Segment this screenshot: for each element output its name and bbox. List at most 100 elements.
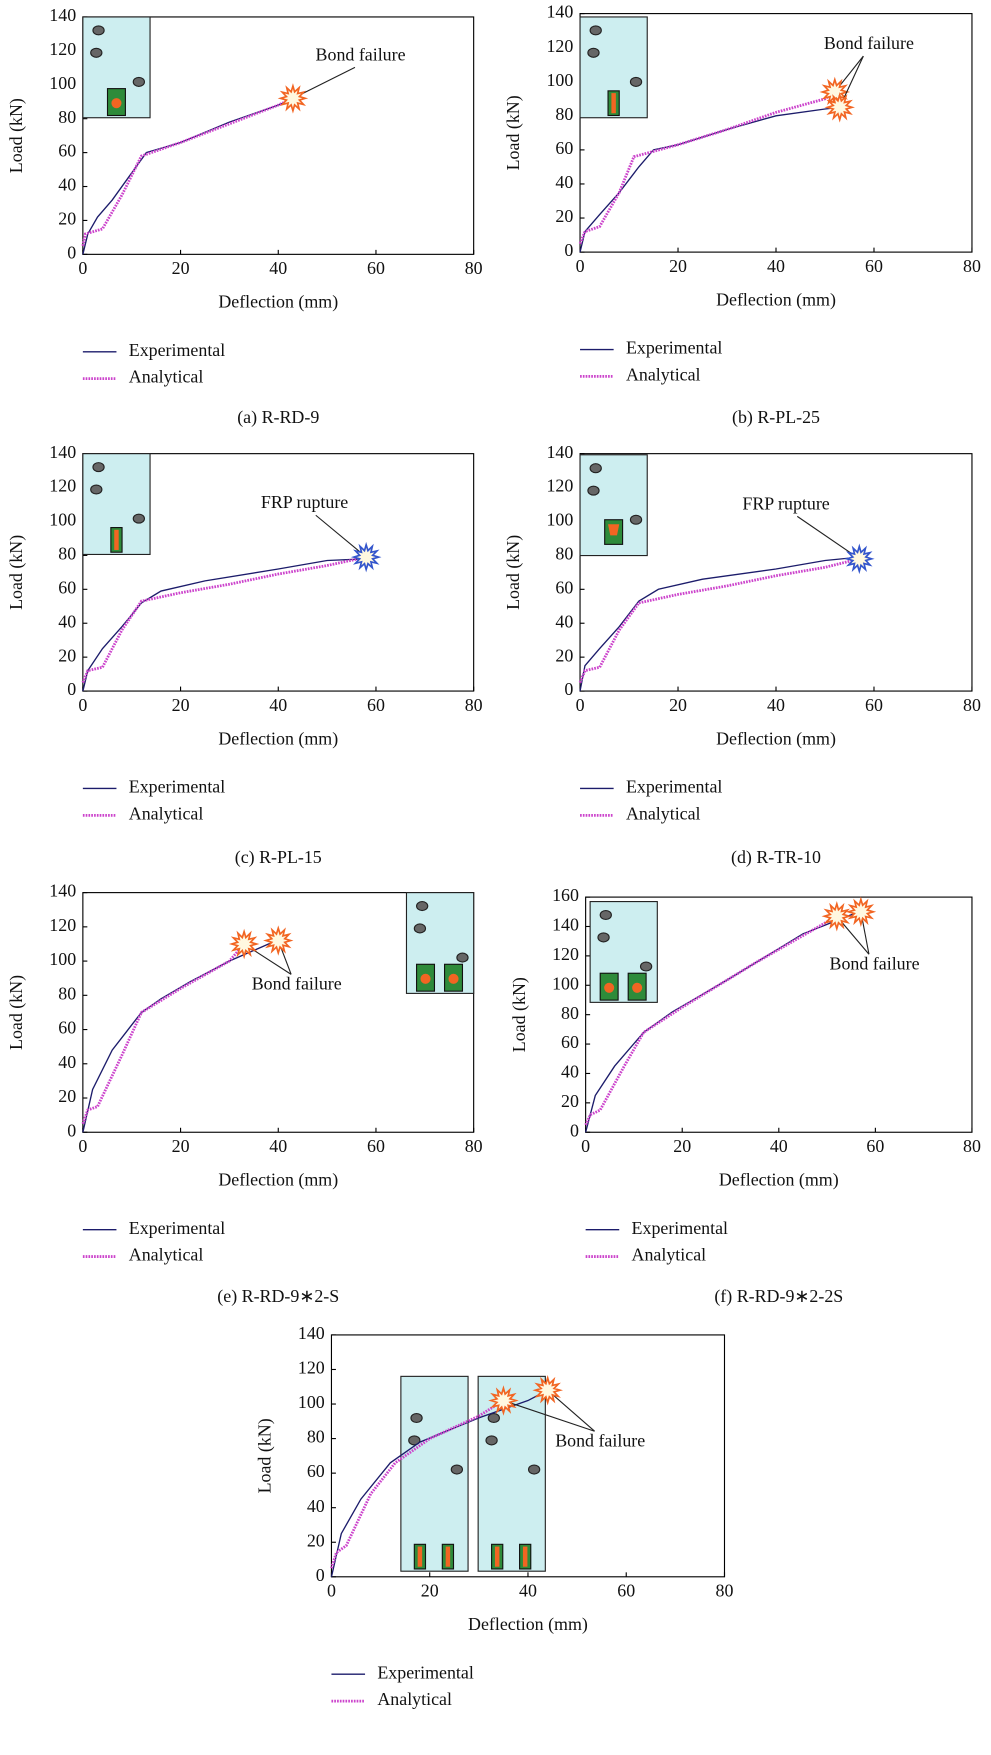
x-tick-label: 60 bbox=[367, 1136, 385, 1156]
x-axis-label: Deflection (mm) bbox=[218, 292, 338, 313]
legend-label: Analytical bbox=[626, 803, 701, 823]
x-tick-label: 40 bbox=[770, 1136, 788, 1156]
stone bbox=[527, 1464, 541, 1475]
y-tick-label: 100 bbox=[298, 1392, 325, 1412]
y-tick-label: 60 bbox=[307, 1461, 325, 1481]
y-axis-label: Load (kN) bbox=[503, 535, 524, 610]
frp-bar bbox=[608, 524, 620, 536]
annotation-arrow bbox=[315, 514, 367, 558]
y-tick-label: 120 bbox=[552, 944, 579, 964]
y-tick-label: 80 bbox=[561, 1003, 579, 1023]
series-line bbox=[81, 943, 246, 1125]
x-tick-label: 60 bbox=[367, 695, 385, 715]
frp-strip bbox=[611, 93, 616, 114]
stone bbox=[589, 463, 602, 474]
legend-label: Experimental bbox=[129, 340, 225, 360]
y-tick-label: 100 bbox=[49, 510, 76, 530]
y-tick-label: 140 bbox=[49, 5, 76, 25]
caption: (f) R-RD-9∗2-2S bbox=[714, 1286, 843, 1307]
x-tick-label: 20 bbox=[172, 1136, 190, 1156]
failure-burst bbox=[821, 900, 853, 932]
y-tick-label: 0 bbox=[564, 240, 573, 260]
frp-strip bbox=[522, 1546, 528, 1567]
stone bbox=[587, 47, 600, 58]
legend-label: Analytical bbox=[626, 365, 701, 385]
series-line bbox=[81, 555, 367, 684]
x-tick-label: 60 bbox=[617, 1581, 635, 1601]
y-tick-label: 140 bbox=[49, 881, 76, 901]
y-tick-label: 140 bbox=[49, 442, 76, 462]
x-tick-label: 20 bbox=[421, 1581, 439, 1601]
stone bbox=[132, 76, 146, 87]
y-tick-label: 120 bbox=[546, 36, 573, 56]
x-tick-label: 20 bbox=[172, 695, 190, 715]
failure-burst bbox=[263, 925, 294, 956]
x-tick-label: 80 bbox=[465, 258, 483, 278]
stone bbox=[597, 932, 610, 943]
legend-label: Analytical bbox=[632, 1245, 707, 1265]
stone bbox=[132, 513, 146, 524]
legend-label: Experimental bbox=[377, 1662, 473, 1682]
y-tick-label: 100 bbox=[546, 510, 573, 530]
failure-burst bbox=[532, 1374, 563, 1406]
y-tick-label: 120 bbox=[49, 915, 76, 935]
y-axis-label: Load (kN) bbox=[6, 975, 27, 1050]
stone bbox=[92, 25, 105, 36]
x-tick-label: 0 bbox=[78, 695, 87, 715]
y-tick-label: 0 bbox=[67, 242, 76, 262]
x-tick-label: 40 bbox=[767, 695, 785, 715]
stone bbox=[629, 76, 643, 87]
y-tick-label: 40 bbox=[561, 1062, 579, 1082]
y-tick-label: 20 bbox=[307, 1530, 325, 1550]
stone bbox=[456, 952, 469, 963]
x-tick-label: 80 bbox=[963, 695, 981, 715]
stone bbox=[485, 1435, 498, 1446]
y-tick-label: 120 bbox=[49, 476, 76, 496]
y-tick-label: 20 bbox=[58, 209, 76, 229]
frp-bar bbox=[111, 98, 122, 109]
series-line bbox=[81, 97, 294, 247]
y-tick-label: 120 bbox=[49, 39, 76, 59]
y-axis-label: Load (kN) bbox=[509, 977, 530, 1052]
frp-bar bbox=[448, 973, 459, 984]
y-tick-label: 80 bbox=[58, 107, 76, 127]
y-tick-label: 0 bbox=[67, 679, 76, 699]
stone bbox=[92, 462, 105, 473]
series-line bbox=[330, 1389, 548, 1577]
stone bbox=[589, 25, 602, 36]
frp-strip bbox=[445, 1546, 451, 1567]
annotation-arrow bbox=[503, 1400, 595, 1432]
stone bbox=[629, 514, 643, 525]
y-tick-label: 140 bbox=[546, 2, 573, 22]
legend-label: Analytical bbox=[129, 1245, 204, 1265]
annotation: FRP rupture bbox=[261, 492, 348, 512]
stone bbox=[413, 923, 427, 934]
stone bbox=[450, 1464, 464, 1475]
caption: (e) R-RD-9∗2-S bbox=[217, 1286, 339, 1307]
y-tick-label: 100 bbox=[552, 973, 579, 993]
series-line bbox=[330, 1399, 505, 1569]
x-tick-label: 0 bbox=[576, 695, 585, 715]
y-tick-label: 40 bbox=[307, 1496, 325, 1516]
y-tick-label: 80 bbox=[58, 983, 76, 1003]
y-tick-label: 60 bbox=[58, 577, 76, 597]
x-tick-label: 20 bbox=[669, 695, 687, 715]
caption: (c) R-PL-15 bbox=[235, 847, 322, 868]
y-axis-label: Load (kN) bbox=[255, 1418, 276, 1493]
failure-burst bbox=[488, 1385, 519, 1416]
series-line bbox=[82, 939, 279, 1133]
series-line bbox=[578, 90, 836, 245]
legend-label: Analytical bbox=[129, 803, 204, 823]
stone bbox=[408, 1435, 421, 1446]
stone bbox=[415, 901, 429, 912]
y-tick-label: 60 bbox=[58, 1018, 76, 1038]
series-line bbox=[584, 915, 838, 1126]
y-tick-label: 40 bbox=[555, 611, 573, 631]
x-tick-label: 20 bbox=[172, 258, 190, 278]
y-tick-label: 60 bbox=[555, 138, 573, 158]
x-tick-label: 40 bbox=[269, 695, 287, 715]
y-tick-label: 20 bbox=[561, 1091, 579, 1111]
y-tick-label: 20 bbox=[555, 645, 573, 665]
x-tick-label: 40 bbox=[519, 1581, 537, 1601]
annotation: Bond failure bbox=[316, 44, 406, 64]
